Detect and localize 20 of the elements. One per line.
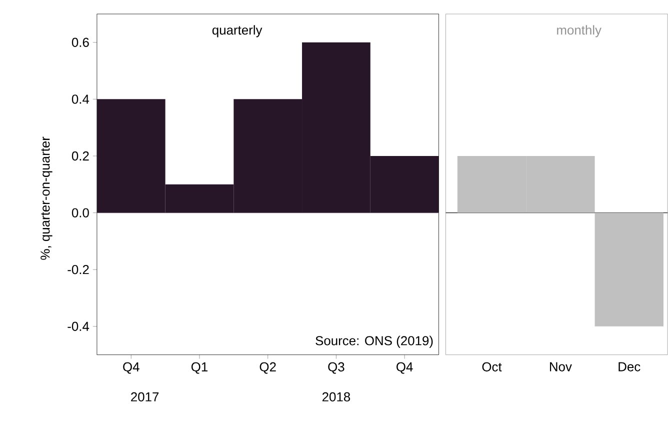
text: monthly xyxy=(557,25,602,38)
x-tick-label: Q4 xyxy=(396,362,413,374)
x-tick-label: Nov xyxy=(550,362,572,372)
y-tick-label: 0.2 xyxy=(72,152,89,161)
x-tick-label: Q3 xyxy=(328,362,344,374)
annotation: Source: ONS (2019) xyxy=(316,336,433,348)
y-tick-label: 0.6 xyxy=(72,38,89,48)
x-tick-label: Q4 xyxy=(123,362,140,374)
text: 2018 xyxy=(322,392,350,402)
x-tick-label: Dec xyxy=(618,362,640,372)
y-tick-label: 0.0 xyxy=(72,208,89,218)
x-tick-label: Q1 xyxy=(191,362,208,374)
y-tick-label: -0.4 xyxy=(68,322,90,332)
text: quarterly xyxy=(212,25,262,38)
x-tick-label: Oct xyxy=(482,362,502,372)
x-tick-label: Q2 xyxy=(260,362,276,374)
text: 2017 xyxy=(131,392,159,402)
y-tick-label: 0.4 xyxy=(72,94,90,104)
y-tick-label: -0.2 xyxy=(68,265,89,274)
y-axis-title: %, quarter-on-quarter xyxy=(40,136,52,260)
